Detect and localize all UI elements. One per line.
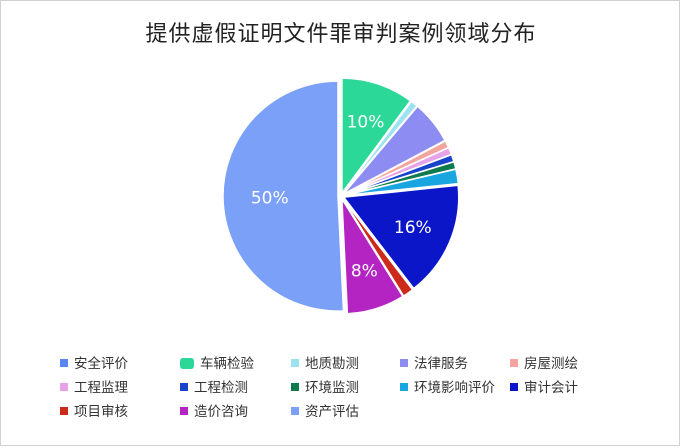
pie-slice [341, 77, 412, 196]
pie-slice [342, 198, 414, 298]
legend-swatch [180, 383, 188, 391]
legend-item-project-review: 项目审核 [60, 400, 128, 424]
pie-data-label: 16% [394, 218, 432, 238]
legend-item-asset-appraisal: 资产评估 [291, 400, 359, 424]
legend-item-legal-services: 法律服务 [400, 352, 468, 376]
legend-swatch [180, 407, 188, 415]
legend-swatch [60, 359, 68, 367]
legend-row: 项目审核 造价咨询 资产评估 [60, 400, 660, 424]
legend-item-cost-consulting: 造价咨询 [180, 400, 248, 424]
legend-swatch [60, 383, 68, 391]
chart-title: 提供虚假证明文件罪审判案例领域分布 [145, 22, 537, 47]
pie-data-label: 50% [251, 189, 289, 209]
pie-slice [341, 196, 404, 315]
legend-swatch [291, 359, 299, 367]
legend-row: 安全评价 车辆检验 地质勘测 法律服务 房屋测绘 [60, 352, 660, 376]
legend-item-environmental-monitoring: 环境监测 [291, 376, 359, 400]
legend-item-vehicle-inspection: 车辆检验 [180, 352, 254, 376]
legend-swatch [291, 407, 299, 415]
pie-slice [222, 80, 345, 312]
legend-item-audit-accounting: 审计会计 [510, 376, 578, 400]
legend-swatch [60, 407, 68, 415]
legend-item-geological-survey: 地质勘测 [291, 352, 359, 376]
legend-item-housing-surveying: 房屋测绘 [510, 352, 578, 376]
pie-slice [342, 184, 460, 290]
legend-item-safety-evaluation: 安全评价 [60, 352, 128, 376]
legend-swatch [400, 383, 408, 391]
chart-legend: 安全评价 车辆检验 地质勘测 法律服务 房屋测绘 工程监理 工程检测 环境监测 … [60, 352, 660, 424]
legend-item-environmental-impact: 环境影响评价 [400, 376, 495, 400]
legend-swatch [291, 383, 299, 391]
legend-swatch [180, 357, 194, 369]
legend-item-engineering-testing: 工程检测 [180, 376, 248, 400]
pie-data-label: 8% [351, 262, 378, 282]
legend-swatch [510, 383, 518, 391]
legend-swatch [510, 359, 518, 367]
legend-item-engineering-supervision: 工程监理 [60, 376, 128, 400]
legend-swatch [400, 359, 408, 367]
legend-row: 工程监理 工程检测 环境监测 环境影响评价 审计会计 [60, 376, 660, 400]
pie-slice [343, 168, 460, 197]
pie-data-label: 10% [347, 113, 385, 133]
